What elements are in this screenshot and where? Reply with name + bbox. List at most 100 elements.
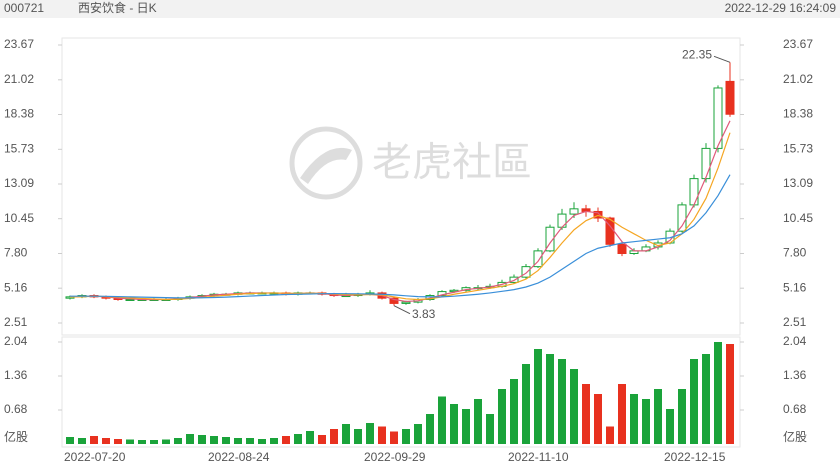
- volume-bar: [618, 384, 626, 444]
- y-tick-label: 23.67: [4, 37, 34, 51]
- candle-body: [713, 87, 723, 149]
- volume-unit: 亿股: [783, 429, 807, 444]
- volume-bar: [186, 434, 194, 444]
- candle-body: [689, 178, 699, 206]
- volume-bar: [198, 435, 206, 444]
- volume-bar: [174, 438, 182, 444]
- y-tick-label: 1.36: [783, 368, 807, 382]
- volume-bar: [270, 438, 278, 444]
- volume-bar: [570, 369, 578, 444]
- volume-bar: [258, 439, 266, 444]
- y-tick-label: 21.02: [4, 72, 34, 86]
- volume-bar: [438, 396, 446, 444]
- volume-bar: [342, 424, 350, 444]
- y-tick-label: 0.68: [783, 402, 807, 416]
- y-tick-label: 18.38: [4, 107, 34, 121]
- volume-bar: [402, 429, 410, 444]
- watermark: 老虎社區: [289, 126, 532, 200]
- y-tick-label: 7.80: [783, 246, 807, 260]
- volume-bar: [306, 431, 314, 444]
- y-tick-label: 10.45: [783, 211, 813, 225]
- volume-bar: [510, 379, 518, 444]
- y-tick-label: 18.38: [783, 107, 813, 121]
- annotation-line: [393, 305, 411, 315]
- volume-panel: [61, 336, 741, 448]
- volume-bar: [294, 434, 302, 444]
- annotation-line: [713, 55, 731, 63]
- volume-bar: [534, 349, 542, 444]
- low-label: 3.83: [412, 307, 436, 321]
- volume-bar: [594, 394, 602, 444]
- volume-bar: [474, 399, 482, 444]
- volume-bar: [462, 409, 470, 444]
- volume-bar: [150, 440, 158, 444]
- volume-bar: [354, 429, 362, 444]
- price-panel: [61, 37, 741, 336]
- y-tick-label: 2.51: [783, 315, 807, 329]
- candle-body: [677, 204, 687, 232]
- volume-bar: [606, 426, 614, 444]
- y-tick-label: 2.04: [783, 334, 807, 348]
- volume-bar: [450, 404, 458, 444]
- y-tick-label: 23.67: [783, 37, 813, 51]
- y-tick-label: 13.09: [783, 176, 813, 190]
- y-tick-label: 2.04: [4, 334, 28, 348]
- volume-bar: [654, 389, 662, 444]
- candle-body: [725, 80, 735, 115]
- volume-unit: 亿股: [4, 429, 28, 444]
- volume-bar: [498, 389, 506, 444]
- y-tick-label: 21.02: [783, 72, 813, 86]
- y-tick-label: 10.45: [4, 211, 34, 225]
- candle-body: [617, 243, 627, 255]
- y-tick-label: 1.36: [4, 368, 28, 382]
- volume-bar: [522, 364, 530, 444]
- candle-body: [593, 210, 603, 219]
- volume-bar: [426, 414, 434, 444]
- y-tick-label: 2.51: [4, 315, 28, 329]
- volume-bar: [282, 436, 290, 444]
- volume-bar: [702, 354, 710, 444]
- volume-bar: [90, 436, 98, 444]
- stock-code: 000721: [4, 1, 44, 15]
- volume-bar: [678, 389, 686, 444]
- volume-bar: [414, 424, 422, 444]
- volume-bar: [378, 426, 386, 444]
- volume-bar: [234, 438, 242, 444]
- candle-body: [521, 266, 531, 278]
- y-tick-label: 0.68: [4, 402, 28, 416]
- x-tick-label: 2022-07-20: [64, 450, 126, 464]
- volume-bar: [126, 439, 134, 444]
- candle-body: [389, 297, 399, 304]
- volume-bar: [630, 394, 638, 444]
- y-tick-label: 7.80: [4, 246, 28, 260]
- y-tick-label: 15.73: [4, 141, 34, 155]
- chart-title: 西安饮食 - 日K: [78, 0, 157, 15]
- ma-line: [70, 132, 731, 301]
- volume-bar: [546, 354, 554, 444]
- candle-body: [701, 147, 711, 180]
- y-tick-label: 5.16: [4, 280, 28, 294]
- volume-bar: [246, 438, 254, 444]
- volume-bar: [330, 429, 338, 444]
- volume-bar: [486, 414, 494, 444]
- y-tick-label: 5.16: [783, 280, 807, 294]
- timestamp: 2022-12-29 16:24:09: [725, 1, 837, 15]
- volume-bar: [690, 359, 698, 444]
- volume-bar: [318, 435, 326, 444]
- candle-body: [125, 298, 135, 301]
- volume-bar: [642, 399, 650, 444]
- candle-body: [401, 301, 411, 304]
- volume-bar: [210, 436, 218, 444]
- volume-bar: [162, 439, 170, 444]
- x-tick-label: 2022-11-10: [508, 450, 569, 464]
- candle-body: [545, 226, 555, 252]
- volume-bar: [138, 440, 146, 444]
- volume-bar: [78, 438, 86, 444]
- volume-bar: [714, 342, 722, 444]
- x-tick-label: 2022-09-29: [364, 450, 426, 464]
- x-tick-label: 2022-12-15: [664, 450, 726, 464]
- volume-bar: [102, 438, 110, 444]
- volume-bar: [726, 344, 734, 444]
- volume-bar: [366, 423, 374, 444]
